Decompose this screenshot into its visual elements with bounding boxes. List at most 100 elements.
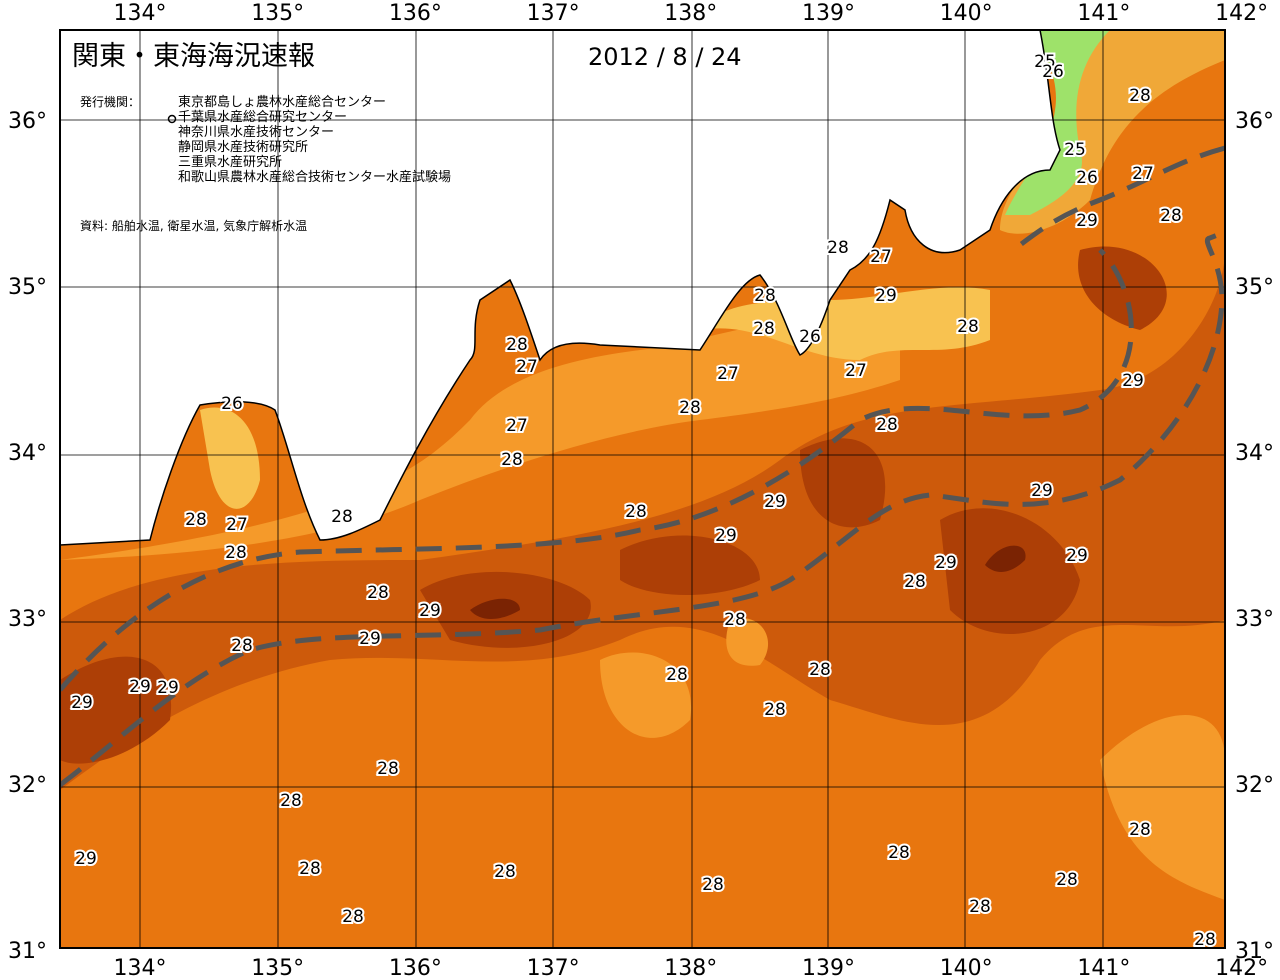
contour-label: 28 xyxy=(827,238,849,258)
contour-label: 28 xyxy=(876,415,898,435)
contour-label: 28 xyxy=(764,700,786,720)
longitude-label: 137° xyxy=(527,956,580,980)
contour-label: 28 xyxy=(367,583,389,603)
contour-label: 26 xyxy=(1076,168,1098,188)
longitude-label: 136° xyxy=(389,1,442,26)
source: 資料: 船舶水温, 衛星水温, 気象庁解析水温 xyxy=(80,218,307,233)
latitude-label: 33° xyxy=(1235,607,1274,632)
contour-label: 29 xyxy=(1066,546,1088,566)
contour-label: 29 xyxy=(129,677,151,697)
agency: 静岡県水産技術研究所 xyxy=(178,139,308,155)
longitude-label: 134° xyxy=(114,956,167,980)
contour-label: 29 xyxy=(1076,211,1098,231)
latitude-label: 31° xyxy=(8,939,47,964)
title: 関東・東海海況速報 xyxy=(72,41,315,72)
contour-label: 28 xyxy=(1129,820,1151,840)
contour-label: 28 xyxy=(1194,930,1216,950)
latitude-label: 34° xyxy=(8,441,47,466)
contour-label: 27 xyxy=(1132,164,1154,184)
contour-label: 27 xyxy=(516,357,538,377)
latitude-label: 36° xyxy=(1235,109,1274,134)
agency: 神奈川県水産技術センター xyxy=(178,124,334,140)
longitude-label: 138° xyxy=(664,956,717,980)
latitude-label: 31° xyxy=(1235,939,1274,964)
contour-label: 28 xyxy=(494,862,516,882)
frame xyxy=(59,29,1226,949)
contour-label: 25 xyxy=(1064,140,1086,160)
latitude-label: 35° xyxy=(1235,275,1274,300)
contour-label: 28 xyxy=(1056,870,1078,890)
contour-label: 28 xyxy=(506,335,528,355)
longitude-label: 134° xyxy=(114,1,167,26)
longitude-label: 141° xyxy=(1077,1,1130,26)
longitude-label: 136° xyxy=(389,956,442,980)
contour-label: 26 xyxy=(221,394,243,414)
agencies-label: 発行機関： xyxy=(80,94,140,109)
agency: 千葉県水産総合研究センター xyxy=(178,109,347,125)
contour-label: 28 xyxy=(299,859,321,879)
contour-label: 28 xyxy=(957,317,979,337)
latitude-label: 35° xyxy=(8,275,47,300)
contour-label: 27 xyxy=(717,364,739,384)
agency: 和歌山県農林水産総合技術センター水産試験場 xyxy=(178,169,451,185)
contour-label: 28 xyxy=(753,319,775,339)
contour-label: 28 xyxy=(888,843,910,863)
longitude-label: 135° xyxy=(251,956,304,980)
contour-label: 29 xyxy=(764,492,786,512)
contour-label: 28 xyxy=(625,502,647,522)
kuroshio-axis xyxy=(60,145,1225,787)
longitude-label: 140° xyxy=(940,956,993,980)
contour-label: 29 xyxy=(875,286,897,306)
contour-label: 29 xyxy=(157,678,179,698)
contour-label: 26 xyxy=(1042,62,1064,82)
contour-label: 28 xyxy=(809,660,831,680)
latitude-label: 33° xyxy=(8,607,47,632)
contour-label: 28 xyxy=(702,875,724,895)
contour-label: 28 xyxy=(231,636,253,656)
contour-label: 28 xyxy=(280,791,302,811)
contour-label: 28 xyxy=(904,572,926,592)
contour-label: 27 xyxy=(226,515,248,535)
contour-label: 28 xyxy=(969,897,991,917)
contour-label: 25 xyxy=(1034,52,1056,72)
contour-label: 27 xyxy=(506,416,528,436)
contour-label: 29 xyxy=(1122,371,1144,391)
contour-label: 28 xyxy=(225,543,247,563)
latitude-label: 32° xyxy=(8,773,47,798)
longitude-label: 141° xyxy=(1077,956,1130,980)
contour-label: 28 xyxy=(754,286,776,306)
longitude-label: 139° xyxy=(802,1,855,26)
contour-label: 29 xyxy=(75,849,97,869)
longitude-label: 142° xyxy=(1215,956,1268,980)
contour-label: 26 xyxy=(799,327,821,347)
contour-label: 28 xyxy=(666,665,688,685)
sea-temperature xyxy=(60,30,1225,948)
longitude-label: 137° xyxy=(527,1,580,26)
date: 2012 / 8 / 24 xyxy=(588,43,742,71)
contour-label: 27 xyxy=(870,247,892,267)
contour-label: 29 xyxy=(71,693,93,713)
contour-label: 29 xyxy=(419,601,441,621)
contour-label: 28 xyxy=(679,398,701,418)
marker xyxy=(167,114,177,124)
contour-label: 28 xyxy=(1129,86,1151,106)
contour-label: 28 xyxy=(501,450,523,470)
longitude-label: 138° xyxy=(664,1,717,26)
contour-label: 29 xyxy=(359,629,381,649)
latitude-label: 36° xyxy=(8,109,47,134)
contour-label: 28 xyxy=(1160,206,1182,226)
agency: 東京都島しょ農林水産総合センター xyxy=(178,94,386,110)
latitude-label: 34° xyxy=(1235,441,1274,466)
contour-label: 29 xyxy=(935,553,957,573)
contour-label: 29 xyxy=(715,526,737,546)
contour-label: 28 xyxy=(377,759,399,779)
longitude-label: 140° xyxy=(940,1,993,26)
longitude-label: 139° xyxy=(802,956,855,980)
contour-label: 28 xyxy=(342,907,364,927)
contour-label: 28 xyxy=(185,510,207,530)
longitude-label: 135° xyxy=(251,1,304,26)
contour-label: 28 xyxy=(331,507,353,527)
agency: 三重県水産研究所 xyxy=(178,154,282,170)
latitude-label: 32° xyxy=(1235,773,1274,798)
